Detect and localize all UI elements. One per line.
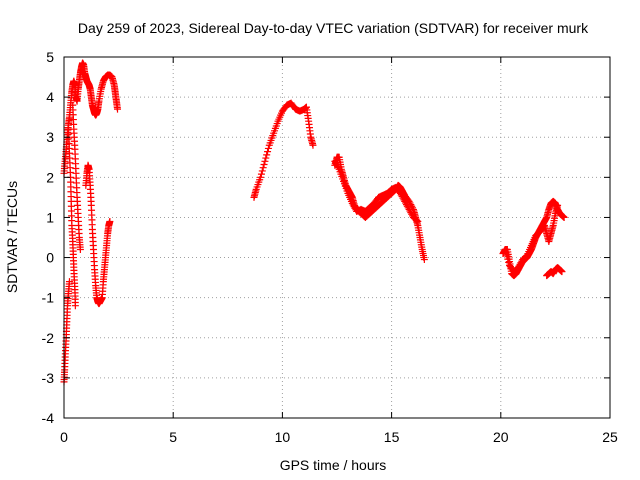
y-tick-label: -4 xyxy=(42,410,55,426)
data-point xyxy=(260,160,268,168)
data-point xyxy=(309,141,317,149)
x-tick-label: 20 xyxy=(493,429,509,445)
data-point xyxy=(501,246,509,254)
data-point xyxy=(257,170,265,178)
data-point xyxy=(264,144,272,152)
data-point xyxy=(114,105,122,113)
data-point xyxy=(71,302,79,310)
data-point xyxy=(259,164,267,172)
data-point xyxy=(505,258,513,266)
y-axis-label: SDTVAR / TECUs xyxy=(4,181,20,293)
data-point xyxy=(502,249,510,257)
y-tick-label: -1 xyxy=(42,290,55,306)
y-tick-label: 3 xyxy=(46,129,54,145)
x-tick-label: 5 xyxy=(169,429,177,445)
grid-lines xyxy=(64,57,610,418)
data-point xyxy=(560,213,568,221)
plot-frame xyxy=(63,56,611,419)
x-tick-label: 15 xyxy=(384,429,400,445)
x-tick-label: 10 xyxy=(275,429,291,445)
data-point xyxy=(334,164,342,172)
y-tick-label: 0 xyxy=(46,250,54,266)
data-points xyxy=(60,59,568,386)
data-point xyxy=(504,255,512,263)
data-point xyxy=(262,154,270,162)
x-tick-label: 25 xyxy=(602,429,618,445)
axis-ticks: 0 5 10 15 20 25 -4 -3 -2 -1 0 1 2 3 4 5 xyxy=(42,49,618,445)
data-point xyxy=(503,252,511,260)
data-point xyxy=(420,256,428,264)
chart-title: Day 259 of 2023, Sidereal Day-to-day VTE… xyxy=(78,20,589,36)
data-point xyxy=(261,157,269,165)
data-point xyxy=(258,167,266,175)
data-point xyxy=(554,201,562,209)
y-tick-label: 2 xyxy=(46,169,54,185)
y-tick-label: -3 xyxy=(42,370,55,386)
data-point xyxy=(264,148,272,156)
x-tick-label: 0 xyxy=(60,429,68,445)
y-tick-label: -2 xyxy=(42,330,55,346)
data-point xyxy=(413,217,421,225)
y-tick-label: 4 xyxy=(46,89,54,105)
y-tick-label: 5 xyxy=(46,49,54,65)
y-tick-label: 1 xyxy=(46,209,54,225)
data-point xyxy=(558,268,566,276)
data-point xyxy=(65,278,73,286)
x-axis-label: GPS time / hours xyxy=(280,457,387,473)
data-point xyxy=(106,217,114,225)
data-point xyxy=(76,246,84,254)
data-point xyxy=(257,173,265,181)
data-point xyxy=(263,151,271,159)
data-point xyxy=(414,217,422,225)
